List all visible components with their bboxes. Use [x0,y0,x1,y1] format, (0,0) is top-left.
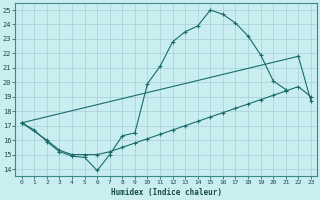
X-axis label: Humidex (Indice chaleur): Humidex (Indice chaleur) [111,188,222,197]
